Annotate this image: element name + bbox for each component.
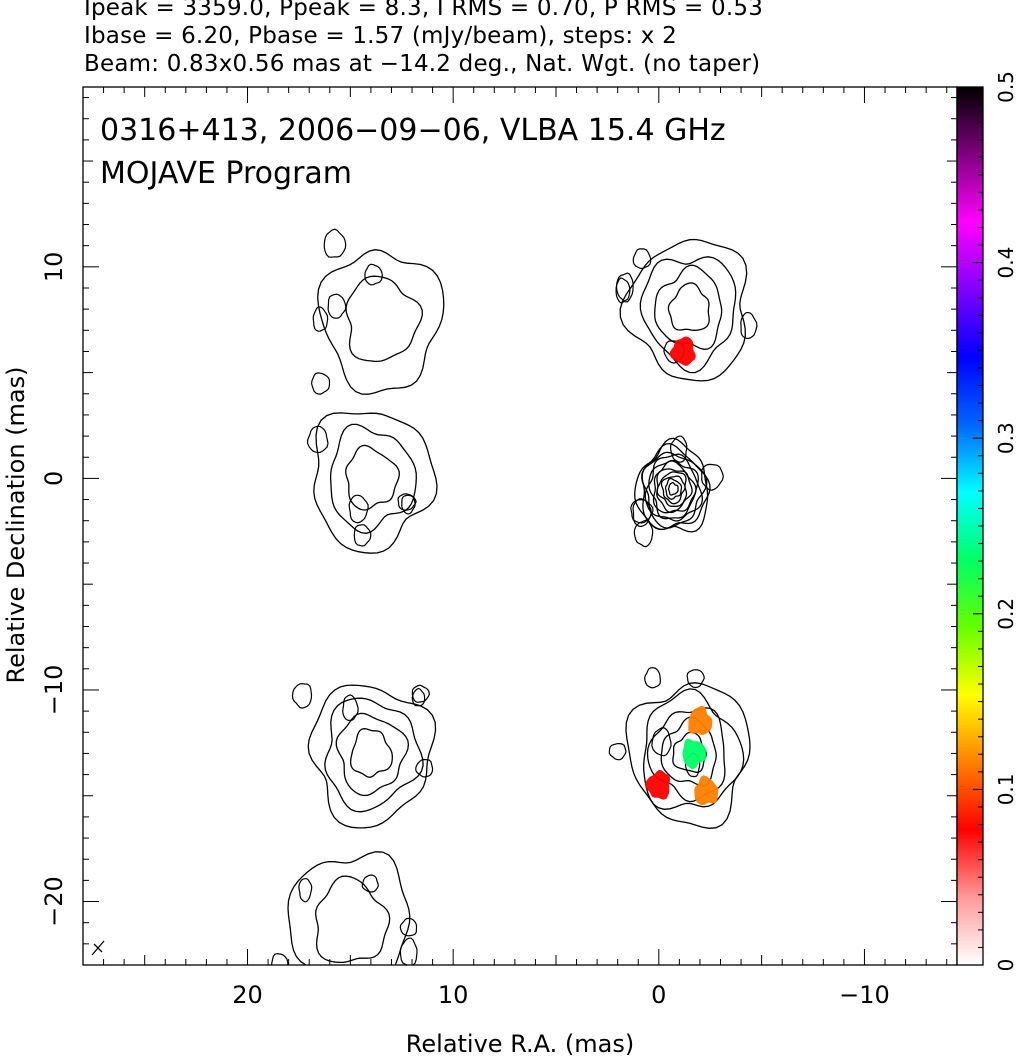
contour-island: [608, 743, 627, 761]
contour-island: [361, 874, 379, 893]
x-tick-label: 10: [438, 981, 469, 1009]
contour-island: [399, 917, 418, 937]
chart-subtitle: MOJAVE Program: [100, 156, 352, 191]
contour-line: [652, 460, 697, 514]
polarized-patch: [669, 336, 696, 366]
contour-island: [291, 683, 313, 709]
contour-island: [298, 878, 313, 903]
contour-line: [641, 451, 708, 529]
contour-line: [667, 282, 710, 331]
contour-line: [307, 684, 437, 829]
contour-line: [345, 275, 423, 363]
contour-island: [348, 494, 369, 524]
contour-line: [324, 697, 424, 813]
contour-island: [651, 727, 672, 757]
contour-island: [270, 953, 289, 965]
polarized-patch: [645, 769, 671, 800]
contour-line: [315, 875, 391, 964]
x-tick-label: 20: [232, 981, 263, 1009]
contour-island: [615, 277, 631, 304]
colorbar: 0 0.1 0.2 0.3 0.4 0.5: [956, 71, 1018, 972]
contour-line: [625, 682, 751, 829]
colorbar-tick-label: 0: [994, 959, 1018, 972]
contour-island: [401, 494, 416, 515]
y-tick-label: −20: [40, 876, 68, 927]
contour-line: [335, 712, 410, 797]
contour-line: [667, 482, 679, 496]
polarized-patch: [694, 775, 719, 806]
contour-island: [411, 687, 426, 707]
contour-line: [317, 249, 445, 395]
contour-line: [664, 477, 683, 500]
contour-island: [399, 937, 418, 965]
plot-frame: 20 10 0 −10 10 0 −10 −20: [40, 86, 958, 1009]
contour-island: [669, 435, 688, 463]
colorbar-tick-label: 0.1: [994, 773, 1018, 805]
contour-line: [634, 437, 709, 533]
contour-island: [411, 684, 430, 703]
contour-island: [415, 758, 434, 778]
beam-marker: [93, 943, 103, 953]
header-base-line: Ibase = 6.20, Pbase = 1.57 (mJy/beam), s…: [84, 23, 677, 49]
contour-island: [686, 669, 705, 689]
contour-island: [312, 306, 329, 332]
contour-line: [641, 442, 711, 531]
contour-island: [632, 248, 652, 270]
contour-island: [310, 372, 331, 395]
colorbar-tick-label: 0.2: [994, 598, 1018, 630]
contour-line: [349, 728, 393, 778]
colorbar-tick-label: 0.5: [994, 71, 1018, 103]
contour-island: [342, 694, 359, 722]
contour-line: [639, 256, 737, 374]
colorbar-tick-label: 0.3: [994, 422, 1018, 454]
y-tick-label: 10: [40, 252, 68, 283]
contour-line: [329, 423, 417, 534]
colorbar-tick-label: 0.4: [994, 247, 1018, 279]
x-axis-label: Relative R.A. (mas): [406, 1030, 634, 1058]
header-stats-line: Ipeak = 3359.0, Ppeak = 8.3, I RMS = 0.7…: [84, 0, 764, 21]
contour-island: [630, 499, 654, 524]
contour-island: [306, 425, 329, 454]
header-beam-line: Beam: 0.83x0.56 mas at −14.2 deg., Nat. …: [84, 51, 761, 77]
polarization-layer: [645, 336, 719, 806]
contour-line: [345, 444, 400, 511]
contour-line: [656, 471, 688, 507]
polarized-patch: [682, 738, 707, 770]
contour-line: [619, 238, 748, 382]
contour-layer: [270, 228, 758, 965]
contour-island: [323, 228, 347, 258]
contour-line: [648, 459, 699, 520]
contour-line: [644, 453, 704, 522]
contour-line: [654, 264, 723, 350]
contour-island: [397, 493, 417, 511]
y-tick-label: −10: [40, 665, 68, 716]
contour-island: [353, 524, 372, 547]
contour-island: [364, 263, 383, 286]
contour-line: [287, 851, 411, 965]
x-tick-label: −10: [839, 981, 890, 1009]
contour-island: [327, 293, 347, 319]
contour-line: [660, 475, 686, 505]
polarized-patch: [688, 705, 713, 736]
plot-border: [82, 86, 958, 966]
contour-island: [701, 463, 724, 491]
contour-island: [643, 667, 662, 689]
x-tick-label: 0: [651, 981, 666, 1009]
contour-island: [633, 519, 654, 548]
y-tick-label: 0: [40, 471, 68, 486]
contour-island: [740, 311, 758, 340]
y-axis-label: Relative Declination (mas): [2, 366, 30, 683]
contour-line: [313, 412, 438, 554]
chart-title: 0316+413, 2006−09−06, VLBA 15.4 GHz: [100, 113, 726, 148]
